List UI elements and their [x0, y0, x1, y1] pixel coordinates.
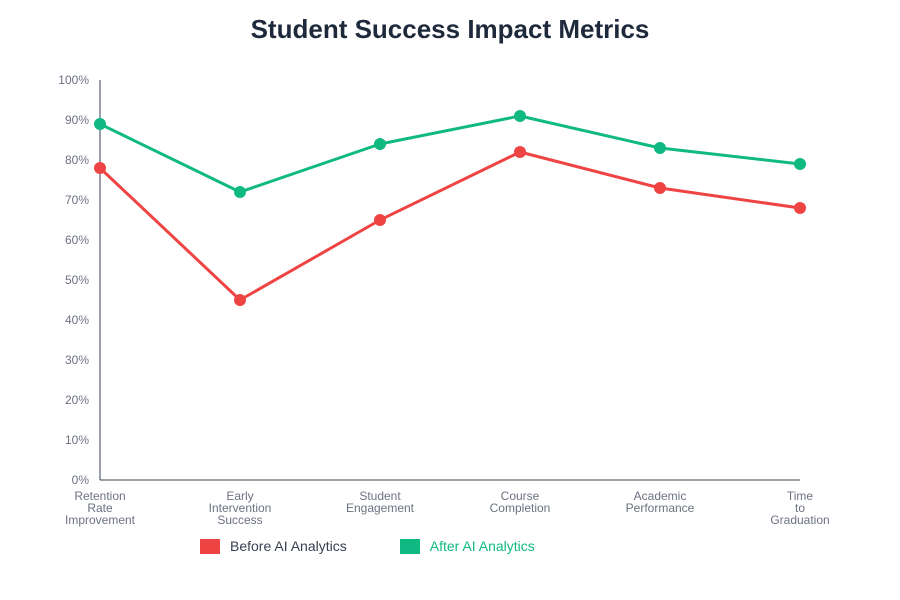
x-tick-label-line: Retention: [74, 489, 125, 503]
data-point-series-0: [794, 202, 806, 214]
y-tick-label: 80%: [65, 153, 89, 167]
legend: Before AI Analytics After AI Analytics: [200, 538, 588, 554]
chart-title: Student Success Impact Metrics: [250, 14, 650, 44]
x-tick-label: Retention Rate Improvement: [65, 489, 136, 527]
x-tick-label-line: Improvement: [65, 513, 136, 527]
x-tick-label-line: Rate: [87, 501, 113, 515]
data-point-series-0: [374, 214, 386, 226]
legend-item-before: Before AI Analytics: [200, 538, 347, 554]
data-point-series-0: [514, 146, 526, 158]
y-tick-label: 20%: [65, 393, 89, 407]
y-tick-label: 40%: [65, 313, 89, 327]
x-tick-label: Student Engagement: [346, 489, 415, 515]
series-line-1: [98, 114, 802, 194]
y-tick-label: 100%: [58, 73, 89, 87]
data-point-series-1: [654, 142, 666, 154]
x-tick-label-line: Success: [217, 513, 262, 527]
x-tick-label-line: Early: [226, 489, 253, 503]
y-tick-label: 30%: [65, 353, 89, 367]
x-tick-label-line: Graduation: [770, 513, 829, 527]
data-point-series-1: [794, 158, 806, 170]
x-tick-label-line: Intervention: [209, 501, 272, 515]
y-tick-label: 70%: [65, 193, 89, 207]
legend-swatch-after: [399, 538, 420, 554]
data-point-series-1: [234, 186, 246, 198]
x-tick-label-line: Performance: [626, 501, 695, 515]
legend-label-before: Before AI Analytics: [230, 538, 347, 554]
series-line-0: [98, 150, 802, 302]
data-point-series-0: [654, 182, 666, 194]
data-point-series-0: [234, 294, 246, 306]
legend-item-after: After AI Analytics: [399, 538, 535, 554]
data-point-series-0: [94, 162, 106, 174]
y-tick-label: 90%: [65, 113, 89, 127]
legend-swatch-before: [200, 538, 220, 554]
x-tick-label: Early Intervention Success: [209, 489, 272, 527]
y-tick-label: 50%: [65, 273, 89, 287]
x-tick-label-line: Student: [359, 489, 401, 503]
data-point-series-1: [374, 138, 386, 150]
x-tick-label: Course Completion: [490, 489, 551, 515]
x-tick-label-line: Academic: [634, 489, 687, 503]
y-tick-label: 0%: [72, 473, 90, 487]
x-tick-label-line: to: [795, 501, 805, 515]
data-point-series-1: [94, 118, 106, 130]
y-tick-label: 60%: [65, 233, 89, 247]
data-point-series-1: [514, 110, 526, 122]
x-tick-label: Time to Graduation: [770, 489, 829, 527]
x-tick-label-line: Course: [501, 489, 540, 503]
y-tick-label: 10%: [65, 433, 89, 447]
x-tick-label-line: Engagement: [346, 501, 415, 515]
legend-label-after: After AI Analytics: [429, 538, 535, 554]
x-tick-label-line: Time: [787, 489, 814, 503]
x-tick-label: Academic Performance: [626, 489, 695, 515]
x-tick-label-line: Completion: [490, 501, 551, 515]
